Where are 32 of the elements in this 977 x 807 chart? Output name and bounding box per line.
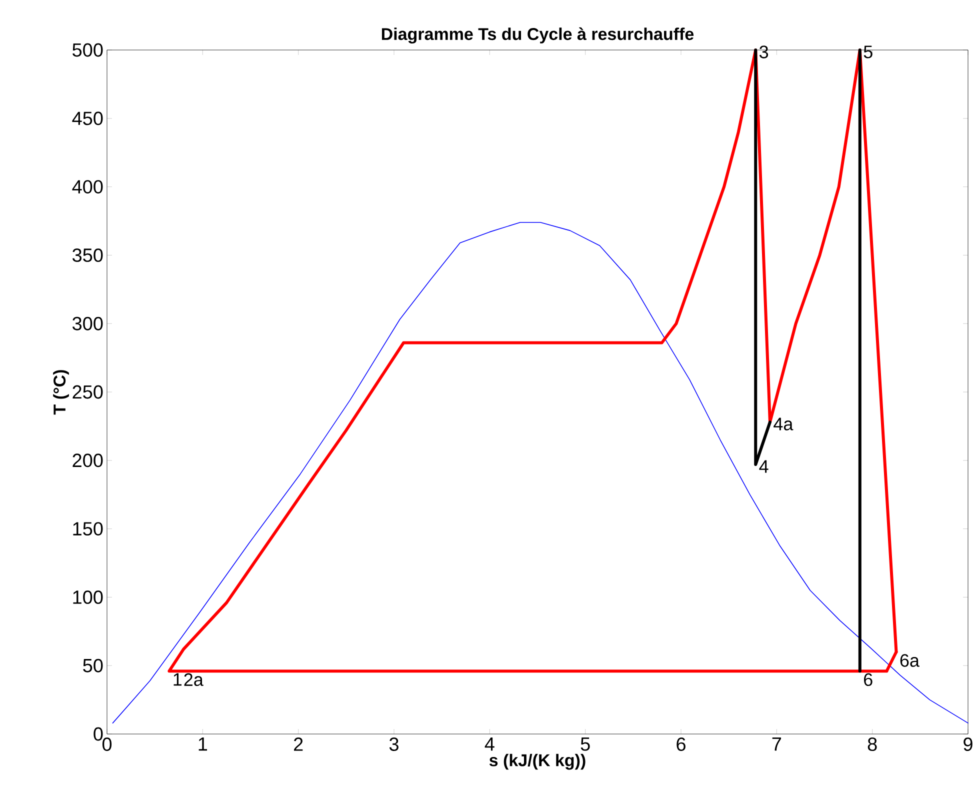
annotation: 2a bbox=[184, 673, 204, 686]
x-axis-title: s (kJ/(K kg)) bbox=[489, 754, 586, 770]
x-tick-label: 7 bbox=[772, 738, 781, 751]
x-tick-label: 0 bbox=[102, 738, 112, 751]
y-tick-label: 150 bbox=[73, 522, 103, 536]
y-tick-label: 400 bbox=[72, 180, 103, 194]
x-tick-label: 5 bbox=[580, 738, 590, 751]
y-tick-label: 300 bbox=[72, 316, 103, 330]
y-tick-label: 50 bbox=[83, 658, 103, 672]
y-tick-label: 0 bbox=[94, 727, 103, 741]
annotation: 4 bbox=[759, 460, 768, 473]
y-tick-label: 100 bbox=[73, 590, 103, 604]
y-tick-label: 200 bbox=[72, 454, 103, 468]
chart-title: Diagramme Ts du Cycle à resurchauffe bbox=[382, 27, 694, 44]
x-tick-label: 9 bbox=[964, 738, 972, 751]
annotation: 6a bbox=[900, 654, 920, 667]
annotation: 5 bbox=[864, 46, 872, 58]
x-tick-label: 2 bbox=[294, 738, 303, 751]
annotation: 6 bbox=[864, 673, 872, 686]
y-tick-label: 450 bbox=[72, 112, 103, 126]
annotation: 1 bbox=[174, 673, 182, 686]
x-tick-label: 4 bbox=[484, 738, 494, 751]
y-tick-label: 500 bbox=[72, 43, 103, 57]
y-tick-label: 350 bbox=[72, 248, 103, 262]
annotation: 3 bbox=[760, 46, 768, 58]
x-tick-label: 8 bbox=[868, 738, 877, 751]
y-axis-title: T (°C) bbox=[53, 370, 69, 415]
x-tick-label: 1 bbox=[198, 738, 208, 751]
annotation: 4a bbox=[774, 418, 794, 430]
y-tick-label: 250 bbox=[72, 385, 103, 399]
x-tick-label: 6 bbox=[676, 738, 686, 751]
x-tick-label: 3 bbox=[389, 738, 398, 751]
